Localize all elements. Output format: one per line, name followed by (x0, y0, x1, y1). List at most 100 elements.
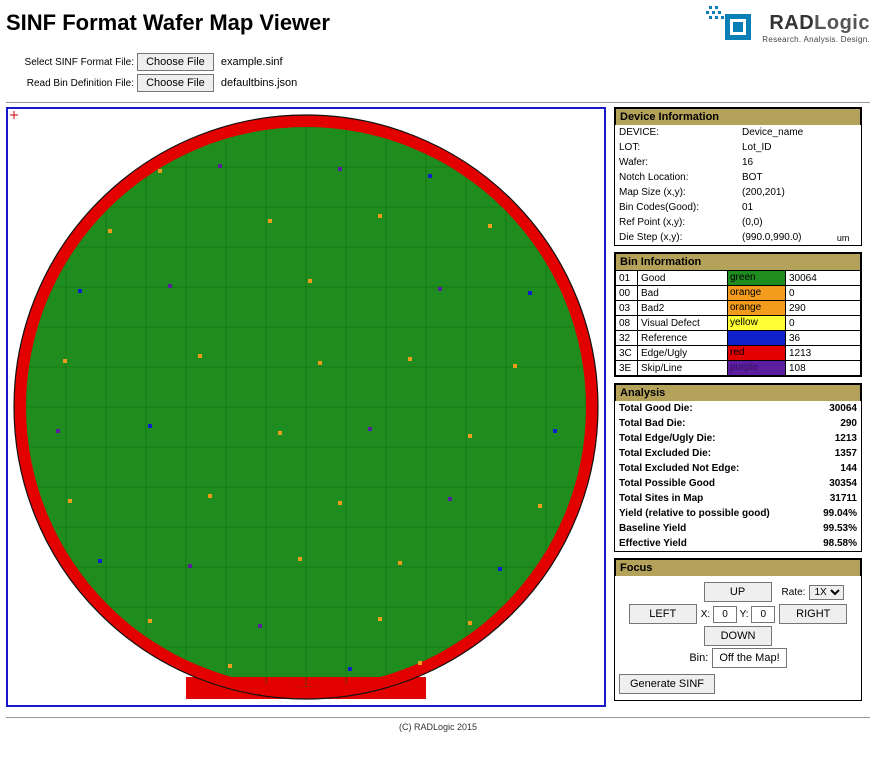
dev-val: 16 (738, 155, 833, 170)
x-input[interactable] (713, 606, 737, 623)
bin-swatch: blue (728, 331, 785, 345)
bin-swatch: purple (728, 361, 785, 375)
analysis-row: Total Sites in Map 31711 (615, 491, 861, 506)
analysis-label: Total Excluded Not Edge: (619, 463, 739, 474)
bin-code: 03 (616, 301, 638, 316)
dev-key: Bin Codes(Good): (615, 200, 738, 215)
y-input[interactable] (751, 606, 775, 623)
analysis-value: 30064 (829, 403, 857, 414)
analysis-row: Total Possible Good30354 (615, 476, 861, 491)
bin-name: Bad2 (638, 301, 728, 316)
dev-val: Lot_ID (738, 140, 833, 155)
device-info-table: DEVICE:Device_nameLOT:Lot_IDWafer:16Notc… (615, 125, 861, 245)
analysis-row: Total Excluded Die:1357 (615, 446, 861, 461)
bin-display: Off the Map! (712, 648, 786, 668)
bin-count: 0 (786, 316, 861, 331)
bin-swatch: yellow (728, 316, 785, 330)
analysis-label: Yield (relative to possible good) (619, 508, 770, 519)
bin-swatch: orange (728, 286, 785, 300)
analysis-row: Effective Yield 98.58% (615, 536, 861, 551)
bin-code: 01 (616, 271, 638, 286)
logo-brand-bold: RAD (769, 12, 814, 34)
bin-swatch: red (728, 346, 785, 360)
analysis-value: 1213 (835, 433, 857, 444)
bin-row: 03 Bad2 orange 290 (616, 301, 861, 316)
dev-key: Die Step (x,y): (615, 230, 738, 245)
bin-info-title: Bin Information (615, 253, 861, 270)
dev-val: (200,201) (738, 185, 833, 200)
bin-name: Good (638, 271, 728, 286)
analysis-label: Baseline Yield (619, 523, 686, 534)
dev-val: BOT (738, 170, 833, 185)
analysis-row: Total Good Die: 30064 (615, 401, 861, 416)
analysis-value: 1357 (835, 448, 857, 459)
dev-key: Wafer: (615, 155, 738, 170)
bin-label: Bin: (689, 652, 708, 664)
bin-count: 36 (786, 331, 861, 346)
divider-bottom (6, 717, 870, 718)
analysis-value: 31711 (830, 493, 857, 504)
dev-unit (833, 200, 861, 215)
analysis-row: Yield (relative to possible good) 99.04% (615, 506, 861, 521)
bin-count: 108 (786, 361, 861, 376)
analysis-label: Effective Yield (619, 538, 687, 549)
dev-unit (833, 215, 861, 230)
focus-right-button[interactable]: RIGHT (779, 604, 847, 624)
bin-name: Bad (638, 286, 728, 301)
x-label: X: (701, 609, 710, 620)
bin-swatch: green (728, 271, 785, 285)
analysis-row: Total Edge/Ugly Die:1213 (615, 431, 861, 446)
dev-key: LOT: (615, 140, 738, 155)
file2-choose-button[interactable]: Choose File (137, 74, 214, 92)
bin-name: Skip/Line (638, 361, 728, 376)
bin-name: Reference (638, 331, 728, 346)
bin-swatch: orange (728, 301, 785, 315)
bin-name: Edge/Ugly (638, 346, 728, 361)
dev-unit (833, 170, 861, 185)
dev-key: DEVICE: (615, 125, 738, 140)
bin-code: 00 (616, 286, 638, 301)
file1-name: example.sinf (221, 56, 283, 68)
generate-sinf-button[interactable]: Generate SINF (619, 674, 715, 694)
focus-left-button[interactable]: LEFT (629, 604, 697, 624)
rate-select[interactable]: 1X (809, 585, 844, 600)
analysis-value: 98.58% (823, 538, 857, 549)
analysis-value: 30354 (829, 478, 857, 489)
analysis-label: Total Sites in Map (619, 493, 703, 504)
dev-val: 01 (738, 200, 833, 215)
bin-count: 290 (786, 301, 861, 316)
file1-label: Select SINF Format File: (6, 57, 134, 68)
dev-unit (833, 155, 861, 170)
analysis-row: Total Bad Die:290 (615, 416, 861, 431)
analysis-value: 99.04% (823, 508, 857, 519)
bin-row: 3E Skip/Line purple 108 (616, 361, 861, 376)
focus-down-button[interactable]: DOWN (704, 626, 772, 646)
wafer-map[interactable] (6, 107, 606, 707)
bin-info-table: 01 Good green 3006400 Bad orange 003 Bad… (615, 270, 861, 376)
bin-row: 00 Bad orange 0 (616, 286, 861, 301)
dev-val: (990.0,990.0) (738, 230, 833, 245)
bin-count: 1213 (786, 346, 861, 361)
dev-unit (833, 140, 861, 155)
analysis-value: 290 (840, 418, 857, 429)
file1-choose-button[interactable]: Choose File (137, 53, 214, 71)
y-label: Y: (740, 609, 749, 620)
bin-count: 30064 (786, 271, 861, 286)
analysis-value: 144 (840, 463, 857, 474)
dev-unit (833, 185, 861, 200)
dev-unit (833, 125, 861, 140)
analysis-label: Total Good Die: (619, 403, 693, 414)
bin-row: 32 Reference blue 36 (616, 331, 861, 346)
dev-key: Ref Point (x,y): (615, 215, 738, 230)
page-title: SINF Format Wafer Map Viewer (6, 10, 330, 36)
bin-count: 0 (786, 286, 861, 301)
footer: (C) RADLogic 2015 (6, 722, 870, 732)
divider (6, 102, 870, 103)
logo-brand-light: Logic (814, 12, 870, 34)
dev-key: Map Size (x,y): (615, 185, 738, 200)
focus-title: Focus (615, 559, 861, 576)
dev-val: Device_name (738, 125, 833, 140)
logo: RADLogic Research. Analysis. Design. (703, 6, 870, 49)
focus-up-button[interactable]: UP (704, 582, 772, 602)
analysis-body: Total Good Die:30064Total Bad Die:290Tot… (615, 401, 861, 551)
